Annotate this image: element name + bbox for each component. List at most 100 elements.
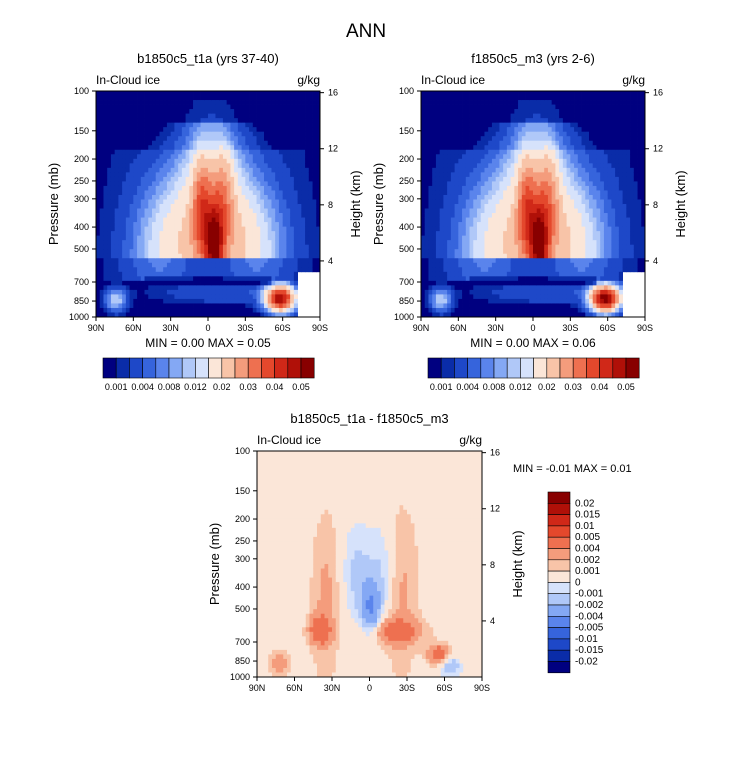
field-cell bbox=[313, 258, 317, 263]
field-cell bbox=[484, 258, 488, 263]
field-cell bbox=[167, 123, 171, 128]
field-cell bbox=[559, 159, 563, 164]
field-cell bbox=[514, 109, 518, 114]
field-cell bbox=[567, 249, 571, 254]
field-cell bbox=[529, 150, 533, 155]
field-cell bbox=[455, 145, 459, 150]
field-cell bbox=[118, 109, 122, 114]
field-cell bbox=[477, 145, 481, 150]
field-cell bbox=[305, 123, 309, 128]
field-cell bbox=[440, 276, 444, 281]
field-cell bbox=[470, 150, 474, 155]
field-cell bbox=[440, 299, 444, 304]
field-cell bbox=[223, 231, 227, 236]
field-cell bbox=[133, 114, 137, 119]
field-cell bbox=[477, 105, 481, 110]
field-cell bbox=[455, 172, 459, 177]
field-cell bbox=[466, 150, 470, 155]
field-cell bbox=[488, 267, 492, 272]
field-cell bbox=[421, 177, 425, 182]
field-cell bbox=[178, 136, 182, 141]
field-cell bbox=[518, 308, 522, 313]
field-cell bbox=[443, 96, 447, 101]
field-cell bbox=[283, 213, 287, 218]
field-cell bbox=[189, 190, 193, 195]
field-cell bbox=[309, 240, 313, 245]
field-cell bbox=[271, 213, 275, 218]
field-cell bbox=[107, 150, 111, 155]
field-cell bbox=[518, 181, 522, 186]
field-cell bbox=[436, 227, 440, 232]
field-cell bbox=[159, 209, 163, 214]
field-cell bbox=[186, 263, 190, 268]
field-cell bbox=[526, 209, 530, 214]
field-cell bbox=[428, 145, 432, 150]
field-cell bbox=[167, 163, 171, 168]
field-cell bbox=[529, 96, 533, 101]
field-cell bbox=[238, 258, 242, 263]
field-cell bbox=[298, 141, 302, 146]
field-cell bbox=[279, 195, 283, 200]
field-cell bbox=[518, 218, 522, 223]
field-cell bbox=[253, 100, 257, 105]
field-cell bbox=[167, 168, 171, 173]
field-cell bbox=[440, 213, 444, 218]
field-cell bbox=[555, 299, 559, 304]
field-cell bbox=[111, 141, 115, 146]
field-cell bbox=[481, 290, 485, 295]
field-cell bbox=[223, 145, 227, 150]
field-cell bbox=[100, 163, 104, 168]
field-cell bbox=[260, 190, 264, 195]
field-cell bbox=[137, 267, 141, 272]
field-cell bbox=[511, 150, 515, 155]
field-cell bbox=[215, 163, 219, 168]
field-cell bbox=[563, 105, 567, 110]
field-cell bbox=[279, 294, 283, 299]
field-cell bbox=[477, 227, 481, 232]
field-cell bbox=[260, 118, 264, 123]
field-cell bbox=[208, 263, 212, 268]
field-cell bbox=[305, 172, 309, 177]
field-cell bbox=[526, 118, 530, 123]
field-cell bbox=[257, 109, 261, 114]
field-cell bbox=[197, 303, 201, 308]
field-cell bbox=[470, 281, 474, 286]
field-cell bbox=[533, 272, 537, 277]
field-cell bbox=[499, 240, 503, 245]
field-cell bbox=[466, 199, 470, 204]
field-cell bbox=[514, 285, 518, 290]
field-cell bbox=[253, 204, 257, 209]
field-cell bbox=[271, 195, 275, 200]
field-cell bbox=[130, 285, 134, 290]
field-cell bbox=[301, 172, 305, 177]
field-cell bbox=[462, 213, 466, 218]
field-cell bbox=[264, 308, 268, 313]
field-cell bbox=[156, 100, 160, 105]
field-cell bbox=[193, 218, 197, 223]
field-cell bbox=[436, 136, 440, 141]
field-cell bbox=[451, 159, 455, 164]
field-cell bbox=[223, 118, 227, 123]
field-cell bbox=[242, 159, 246, 164]
field-cell bbox=[137, 177, 141, 182]
field-cell bbox=[455, 263, 459, 268]
field-cell bbox=[260, 276, 264, 281]
field-cell bbox=[178, 231, 182, 236]
field-cell bbox=[133, 267, 137, 272]
field-cell bbox=[548, 168, 552, 173]
field-cell bbox=[145, 245, 149, 250]
field-cell bbox=[268, 141, 272, 146]
field-cell bbox=[171, 263, 175, 268]
field-cell bbox=[440, 109, 444, 114]
field-cell bbox=[425, 181, 429, 186]
field-cell bbox=[275, 199, 279, 204]
field-cell bbox=[552, 231, 556, 236]
field-cell bbox=[238, 145, 242, 150]
field-cell bbox=[421, 272, 425, 277]
field-cell bbox=[268, 154, 272, 159]
field-cell bbox=[212, 263, 216, 268]
field-cell bbox=[421, 290, 425, 295]
field-cell bbox=[100, 285, 104, 290]
field-cell bbox=[115, 150, 119, 155]
field-cell bbox=[193, 231, 197, 236]
